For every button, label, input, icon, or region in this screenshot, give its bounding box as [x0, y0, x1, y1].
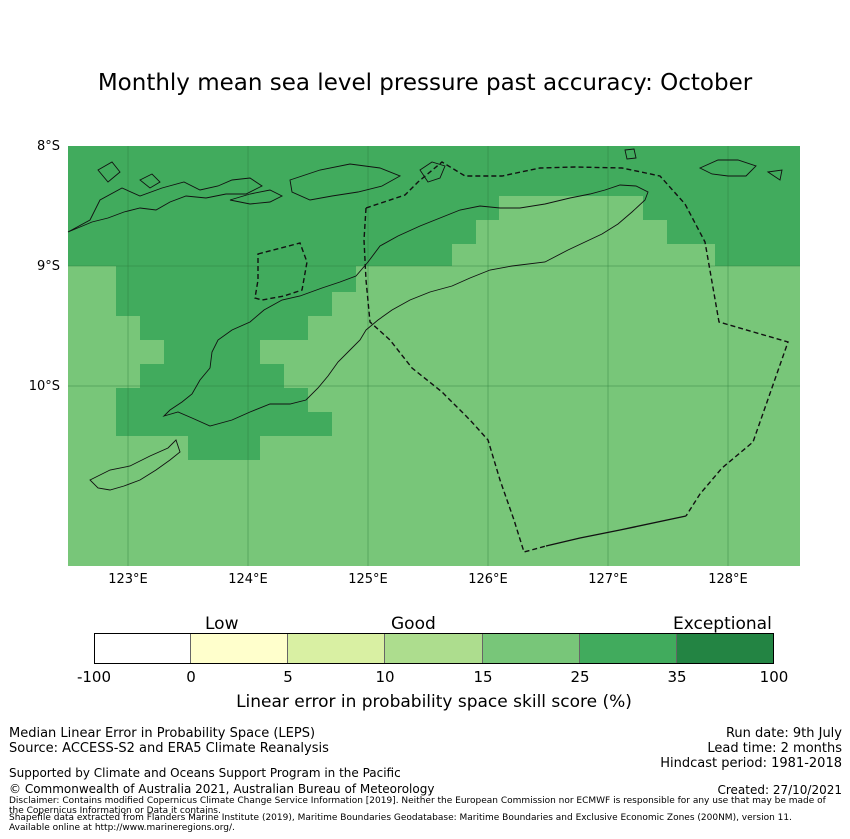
method-text: Median Linear Error in Probability Space… [9, 726, 316, 741]
tick-label: 0 [186, 668, 196, 686]
support-text: Supported by Climate and Oceans Support … [9, 766, 401, 780]
copyright-text: © Commonwealth of Australia 2021, Austra… [9, 782, 435, 796]
lon-label-128e: 128°E [708, 572, 748, 587]
tick-label: 35 [667, 668, 687, 686]
colorbar-bin-1 [94, 633, 191, 664]
lat-label-8s: 8°S [36, 139, 60, 154]
tick-label: -100 [76, 668, 112, 686]
colorbar-title: Linear error in probability space skill … [236, 692, 632, 712]
flores-coast [67, 177, 263, 233]
category-good: Good [391, 614, 436, 634]
alor-coast [229, 189, 284, 205]
category-exceptional: Exceptional [673, 614, 772, 634]
lon-label-127e: 127°E [588, 572, 628, 587]
tick-label: 5 [283, 668, 293, 686]
colorbar [94, 633, 774, 664]
lead-time: Lead time: 2 months [707, 741, 842, 756]
gridlines [68, 146, 800, 566]
lat-label-10s: 10°S [28, 379, 60, 394]
disclaimer-line-2: the Copernicus Information or Data it co… [9, 806, 221, 816]
shapefile-line-1: Shapefile data extracted from Flanders M… [9, 813, 792, 823]
wetar-coast [289, 163, 402, 201]
colorbar-bin-3 [287, 633, 385, 664]
eez-boundary [254, 161, 789, 553]
tick-label: 25 [570, 668, 590, 686]
colorbar-bin-5 [482, 633, 580, 664]
hindcast-period: Hindcast period: 1981-2018 [660, 756, 842, 771]
colorbar-bin-2 [190, 633, 288, 664]
tick-label: 100 [759, 668, 789, 686]
lat-label-9s: 9°S [36, 259, 60, 274]
source-text: Source: ACCESS-S2 and ERA5 Climate Reana… [9, 741, 329, 756]
colorbar-bin-4 [384, 633, 483, 664]
tick-label: 15 [473, 668, 493, 686]
sumba-coast [89, 439, 181, 491]
lon-label-125e: 125°E [348, 572, 388, 587]
tick-label: 10 [375, 668, 395, 686]
lon-label-126e: 126°E [468, 572, 508, 587]
skill-map [67, 146, 800, 566]
colorbar-bin-7 [676, 633, 774, 664]
lon-label-124e: 124°E [228, 572, 268, 587]
skill-region-very-good [68, 146, 800, 460]
run-date: Run date: 9th July [725, 726, 842, 741]
category-low: Low [205, 614, 239, 634]
created-date: Created: 27/10/2021 [717, 783, 842, 797]
page-title: Monthly mean sea level pressure past acc… [97, 70, 753, 96]
coastlines [67, 148, 783, 491]
shapefile-line-2: Available online at http://www.marinereg… [9, 823, 235, 833]
disclaimer-line-1: Disclaimer: Contains modified Copernicus… [9, 796, 826, 806]
timor-island-coast [162, 184, 649, 427]
colorbar-bin-6 [579, 633, 677, 664]
lon-label-123e: 123°E [108, 572, 148, 587]
